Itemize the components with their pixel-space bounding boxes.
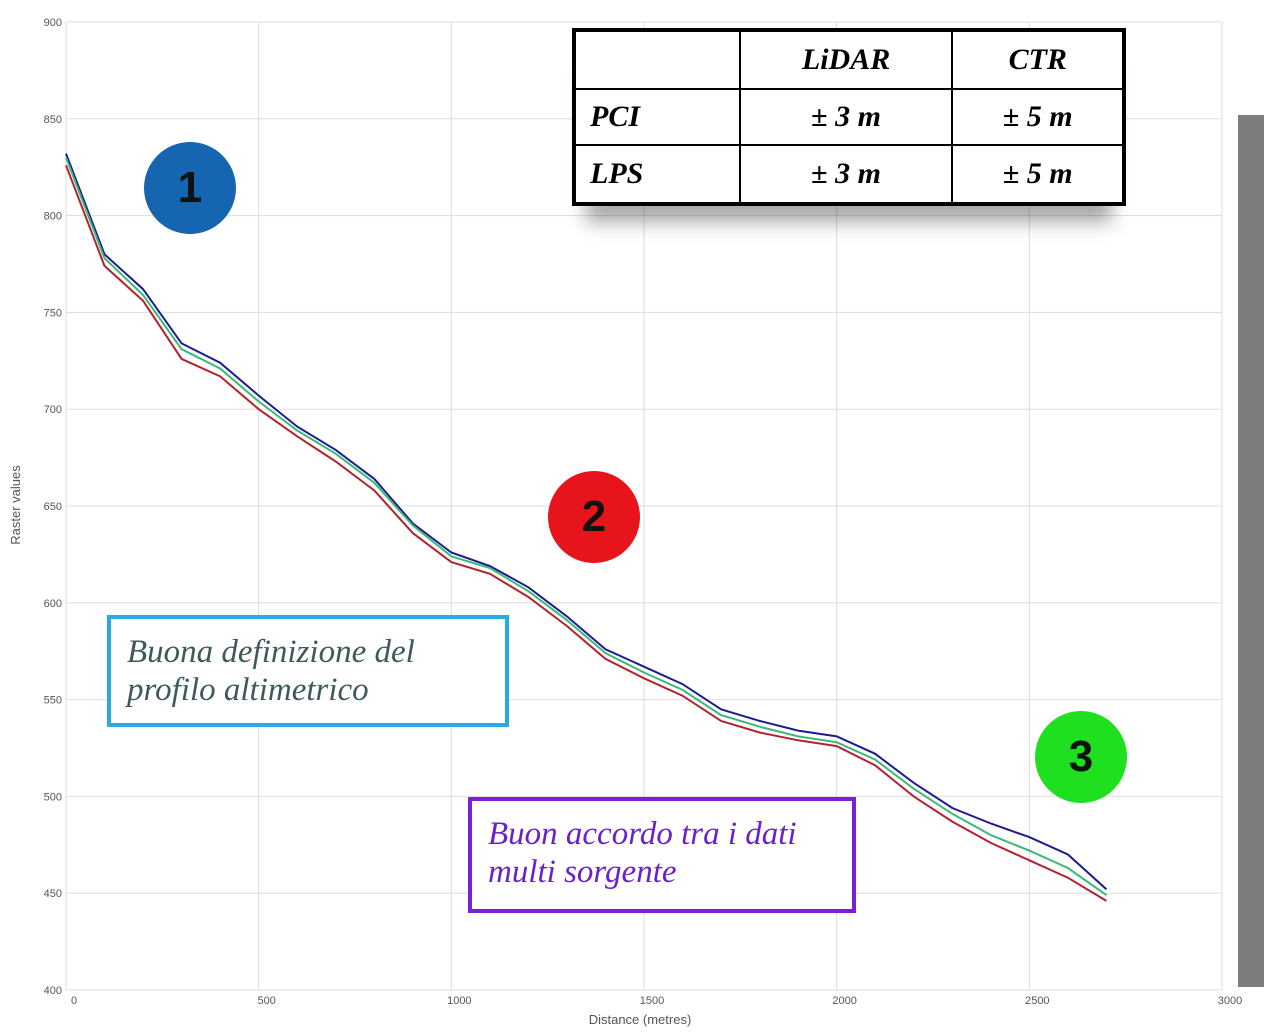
corner: [574, 30, 740, 89]
y-tick-label: 700: [44, 404, 62, 416]
col-header: CTR: [952, 30, 1124, 89]
y-tick-label: 900: [44, 17, 62, 29]
y-tick-label: 850: [44, 114, 62, 126]
col-header: LiDAR: [740, 30, 953, 89]
y-tick-label: 400: [44, 985, 62, 997]
y-tick-label: 650: [44, 501, 62, 513]
x-axis-title: Distance (metres): [589, 1012, 692, 1027]
map-strip: [1238, 115, 1264, 987]
y-tick-label: 450: [44, 888, 62, 900]
x-tick-label: 0: [71, 995, 77, 1007]
y-axis-title: Raster values: [8, 465, 23, 545]
cell: ± 3 m: [740, 145, 953, 204]
y-tick-label: 550: [44, 695, 62, 707]
y-tick-label: 500: [44, 791, 62, 803]
x-tick-label: 2500: [1025, 995, 1049, 1007]
cell: ± 5 m: [952, 89, 1124, 146]
x-tick-label: 500: [257, 995, 275, 1007]
row-header: PCI: [574, 89, 740, 146]
y-tick-label: 600: [44, 598, 62, 610]
cell: ± 5 m: [952, 145, 1124, 204]
cell: ± 3 m: [740, 89, 953, 146]
y-tick-label: 750: [44, 307, 62, 319]
y-tick-label: 800: [44, 211, 62, 223]
marker: 1: [144, 142, 236, 234]
x-tick-label: 3000: [1218, 995, 1242, 1007]
marker: 3: [1035, 711, 1127, 803]
x-tick-label: 2000: [832, 995, 856, 1007]
marker: 2: [548, 471, 640, 563]
x-tick-label: 1000: [447, 995, 471, 1007]
row-header: LPS: [574, 145, 740, 204]
note: Buon accordo tra i dati multi sorgente: [468, 797, 856, 913]
note: Buona definizione del profilo altimetric…: [107, 615, 509, 727]
x-tick-label: 1500: [640, 995, 664, 1007]
